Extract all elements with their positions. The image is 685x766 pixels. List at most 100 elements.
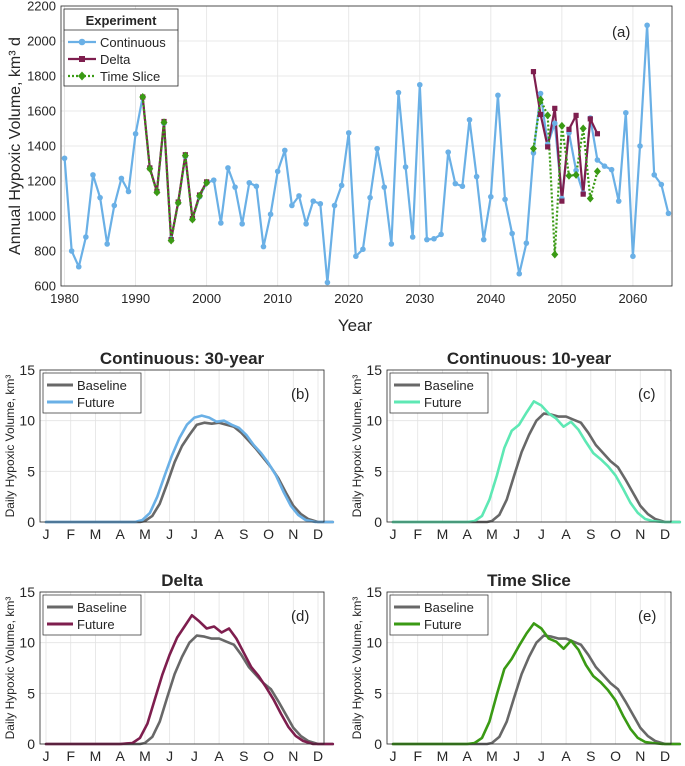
month-tick-label: J (538, 748, 545, 764)
point-continuous (488, 193, 494, 200)
month-tick-label: A (214, 748, 224, 764)
tick-labels-a: 1980 1990 2000 2010 2020 2030 2040 2050 2060 600 8… (27, 0, 647, 306)
point-continuous (118, 175, 125, 182)
point-continuous (360, 246, 366, 253)
x-tick-label: 2060 (618, 291, 647, 306)
month-tick-label: M (139, 748, 151, 764)
point-continuous (353, 253, 359, 260)
month-tick-label: J (538, 526, 545, 542)
series-markers-a (61, 22, 672, 286)
point-time-slice (146, 164, 154, 173)
panel-label-e: (e) (638, 608, 656, 625)
y-tick-label: 15 (19, 584, 35, 600)
point-continuous (445, 149, 452, 155)
point-continuous (623, 109, 629, 116)
legend-label-future-d: Future (77, 617, 115, 632)
legend-marker-time-slice (78, 71, 86, 81)
point-continuous (438, 231, 444, 238)
series-lines-d (44, 613, 335, 746)
point-time-slice (167, 236, 175, 245)
series-lines-a (63, 24, 670, 284)
month-tick-label: A (561, 748, 571, 764)
point-time-slice (181, 151, 189, 160)
point-continuous (573, 167, 579, 174)
y-tick-label: 2000 (27, 34, 56, 49)
point-delta (530, 69, 537, 75)
series-line-time-slice (141, 96, 208, 242)
x-tick-label: 2050 (547, 291, 576, 306)
month-tick-label: S (586, 748, 595, 764)
month-tick-label: S (239, 526, 248, 542)
x-tick-label: 1980 (50, 291, 79, 306)
legend-box-c (389, 372, 489, 414)
y-tick-label: 1800 (27, 69, 56, 84)
legend-label-baseline-b: Baseline (77, 378, 127, 393)
point-continuous (665, 210, 672, 217)
point-continuous (75, 263, 82, 270)
point-continuous (239, 221, 245, 227)
point-continuous (551, 120, 558, 127)
point-continuous (523, 240, 530, 246)
legend-label-baseline-c: Baseline (424, 378, 474, 393)
axes-box-b (39, 369, 325, 523)
point-continuous (338, 182, 345, 189)
legend-label-baseline-e: Baseline (424, 600, 474, 615)
y-axis-label-e: Daily Hypoxic Volume, km³ (350, 597, 364, 740)
y-tick-label: 0 (374, 736, 382, 752)
point-continuous (61, 155, 68, 162)
y-tick-label: 0 (27, 736, 35, 752)
point-time-slice (153, 188, 161, 197)
point-continuous (274, 168, 281, 175)
point-continuous (281, 147, 288, 154)
point-continuous (289, 202, 295, 209)
y-tick-label: 5 (374, 685, 382, 701)
month-tick-label: J (43, 526, 50, 542)
point-continuous (601, 163, 608, 169)
legend-label-delta: Delta (100, 52, 131, 67)
point-continuous (125, 188, 132, 195)
point-delta (573, 112, 579, 118)
y-axis-label-d: Daily Hypoxic Volume, km³ (3, 597, 17, 740)
point-continuous (630, 253, 636, 260)
y-tick-label: 15 (366, 362, 382, 378)
month-tick-label: A (116, 748, 126, 764)
y-tick-label: 0 (27, 514, 35, 530)
panel-title-e: Time Slice (487, 571, 571, 590)
point-continuous (473, 173, 480, 180)
legend-marker-delta (79, 56, 85, 62)
legend-label-future-e: Future (424, 617, 462, 632)
month-tick-label: A (463, 748, 473, 764)
panel-label-a: (a) (612, 24, 630, 41)
legend-e: Baseline Future (389, 594, 489, 636)
series-lines-b (44, 414, 335, 524)
month-tick-label: D (313, 748, 323, 764)
month-tick-label: N (288, 526, 298, 542)
series-line-baseline (44, 634, 335, 746)
point-continuous (608, 166, 615, 173)
point-continuous (260, 243, 267, 250)
point-time-slice (203, 178, 211, 187)
axes-box-e (386, 591, 672, 745)
y-tick-label: 10 (366, 635, 382, 651)
point-continuous (594, 157, 601, 163)
axes-box-a (60, 5, 673, 287)
point-continuous (253, 183, 260, 190)
month-tick-label: N (635, 526, 645, 542)
point-continuous (90, 172, 96, 178)
point-continuous (246, 179, 253, 186)
point-continuous (459, 183, 466, 190)
point-continuous (218, 220, 224, 226)
point-continuous (331, 202, 338, 209)
point-time-slice (579, 124, 587, 133)
month-tick-label: F (413, 526, 422, 542)
month-tick-label: D (660, 748, 670, 764)
point-continuous (303, 221, 309, 227)
month-tick-label: D (660, 526, 670, 542)
point-continuous (367, 194, 373, 201)
x-tick-label: 1990 (121, 291, 150, 306)
month-tick-label: M (437, 526, 449, 542)
point-continuous (516, 270, 523, 277)
y-tick-label: 1000 (27, 209, 56, 224)
